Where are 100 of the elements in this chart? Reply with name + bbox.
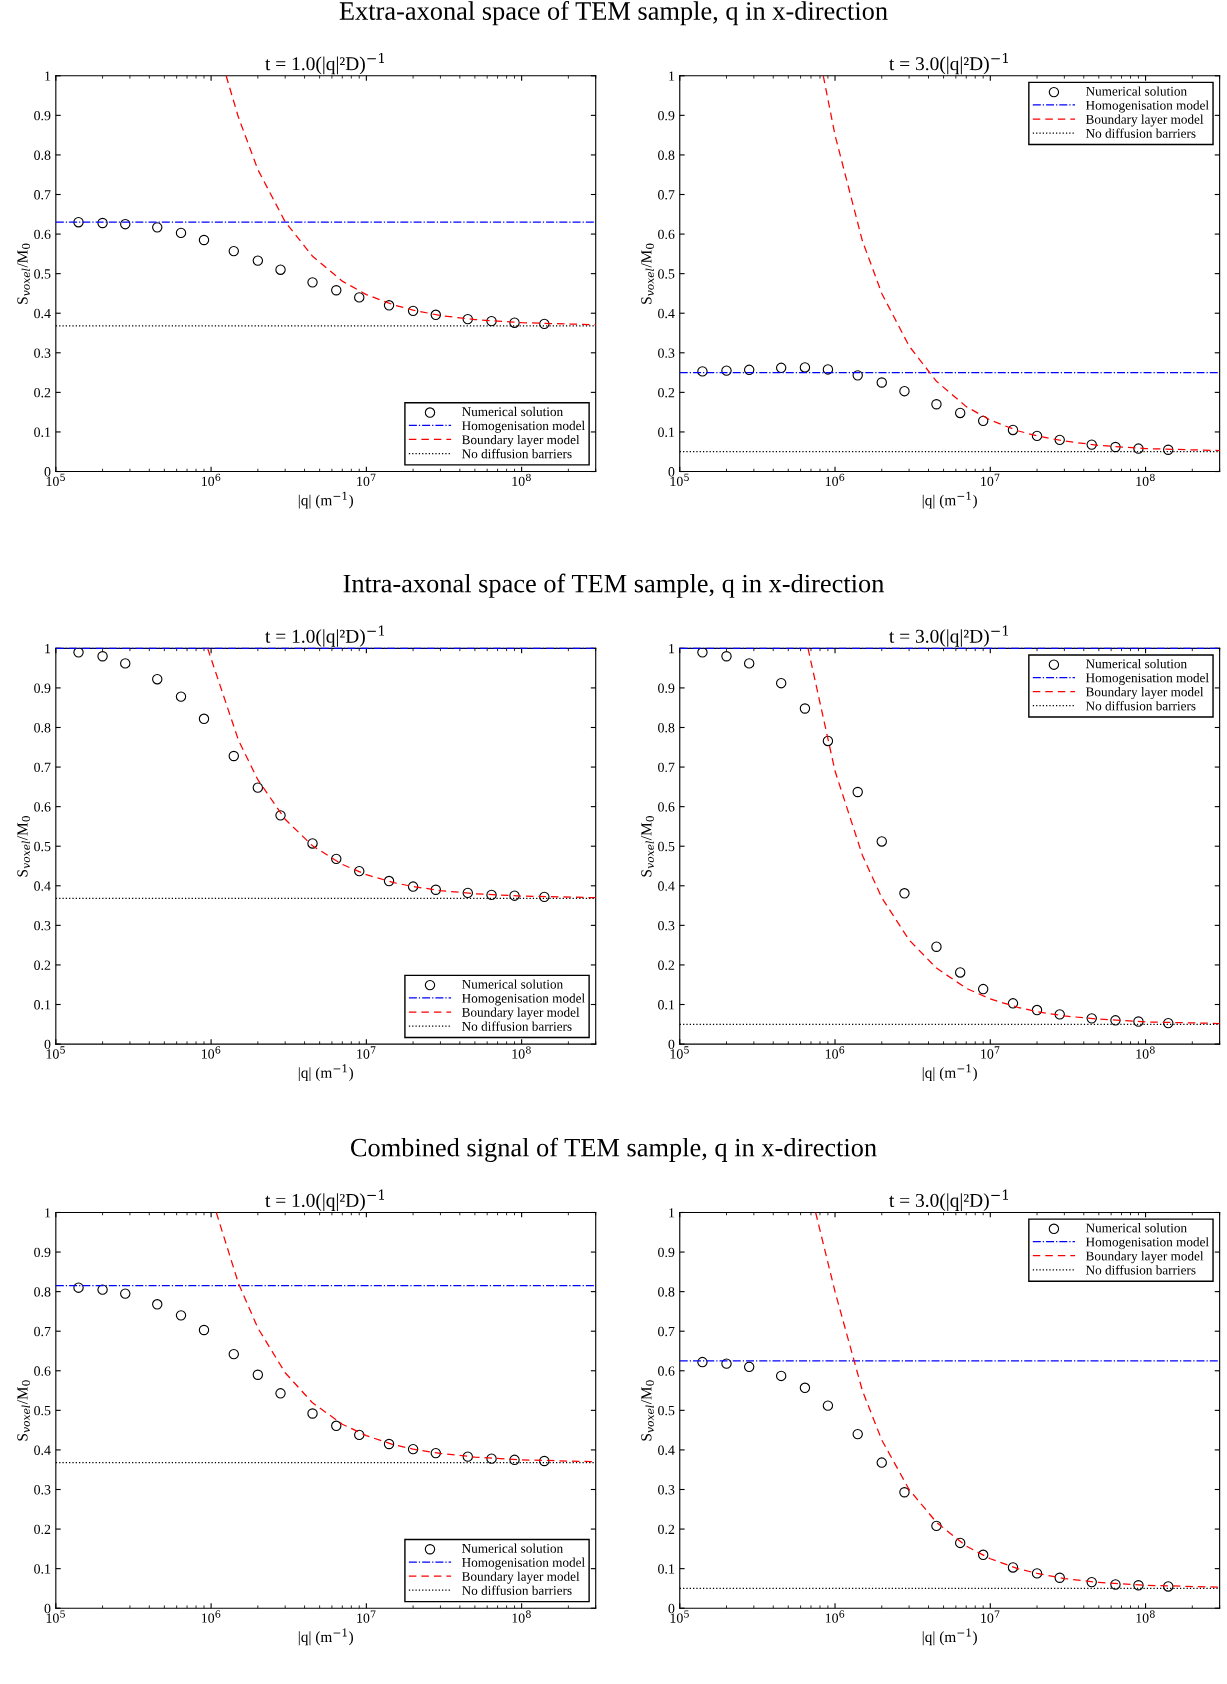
chart-subtitle: t = 3.0(|q|²D)$^{−1}$ — [889, 52, 1008, 75]
legend-label: Homogenisation model — [1085, 1237, 1209, 1250]
legend-label: No diffusion barriers — [1085, 1265, 1196, 1275]
x-tick-label: 10$^{7}$ — [981, 1046, 1000, 1059]
chart-subtitle: t = 3.0(|q|²D)$^{−1}$ — [889, 625, 1008, 647]
y-tick-label: 0.2 — [658, 1524, 675, 1535]
legend-label: Homogenisation model — [462, 420, 585, 433]
y-tick-label: 0.5 — [34, 269, 51, 279]
y-tick-label: 0.3 — [658, 348, 675, 358]
y-tick-label: 0.3 — [34, 1485, 51, 1495]
chart-subtitle: t = 1.0(|q|²D)$^{−1}$ — [265, 1189, 385, 1211]
legend-label: Boundary layer model — [1085, 114, 1204, 127]
x-tick-label: 10$^{6}$ — [825, 1610, 845, 1623]
x-tick-label: 10$^{8}$ — [512, 1046, 531, 1059]
y-tick-label: 0.8 — [658, 1287, 675, 1297]
y-tick-label: 0.9 — [658, 110, 675, 121]
y-tick-label: 0 — [668, 1603, 675, 1614]
y-tick-label: 0.5 — [658, 841, 675, 852]
legend-label: Numerical solution — [462, 406, 563, 417]
x-tick-label: 10$^{6}$ — [201, 473, 221, 487]
y-tick-label: 0.9 — [658, 683, 675, 693]
y-tick-label: 0.2 — [34, 387, 51, 398]
x-tick-label: 10$^{8}$ — [1136, 473, 1155, 487]
x-tick-label: 10$^{6}$ — [201, 1610, 221, 1623]
y-tick-label: 0.3 — [34, 920, 51, 931]
legend-label: Numerical solution — [1085, 1223, 1187, 1233]
y-tick-label: 0.2 — [34, 1524, 51, 1535]
legend-label: No diffusion barriers — [462, 1585, 572, 1595]
x-tick-label: 10$^{6}$ — [825, 473, 845, 487]
legend-label: Numerical solution — [462, 979, 563, 989]
y-axis-title: S$_{voxel}$/M$_{0}$ — [17, 243, 30, 304]
chart-title: Combined signal of TEM sample, q in x-direction — [350, 1137, 877, 1162]
y-tick-label: 0 — [44, 1039, 51, 1050]
y-tick-label: 0.7 — [34, 190, 51, 200]
x-axis-title: |q| (m$^{−1}$) — [922, 1064, 977, 1082]
y-tick-label: 0.5 — [34, 1405, 51, 1416]
y-tick-label: 0.8 — [658, 723, 675, 733]
y-tick-label: 0.4 — [34, 881, 51, 891]
y-tick-label: 0.4 — [658, 881, 675, 891]
legend-label: Homogenisation model — [1085, 100, 1209, 113]
legend-label: Numerical solution — [1085, 86, 1187, 96]
x-tick-label: 10$^{7}$ — [357, 1610, 376, 1623]
x-axis-title: |q| (m$^{−1}$) — [922, 491, 977, 509]
y-tick-label: 0.9 — [34, 110, 51, 121]
y-tick-label: 0 — [668, 467, 675, 477]
x-tick-label: 10$^{8}$ — [512, 473, 531, 487]
y-tick-label: 0.4 — [658, 1445, 675, 1455]
y-tick-label: 0.2 — [34, 960, 51, 970]
x-axis-title: |q| (m$^{−1}$) — [298, 1064, 353, 1082]
x-tick-label: 10$^{6}$ — [201, 1046, 221, 1059]
x-tick-label: 10$^{6}$ — [825, 1046, 845, 1059]
y-tick-label: 0 — [44, 1603, 51, 1614]
y-tick-label: 1 — [45, 71, 51, 81]
y-tick-label: 0.1 — [658, 427, 675, 437]
legend-label: Boundary layer model — [1085, 687, 1204, 700]
y-tick-label: 1 — [669, 1208, 675, 1218]
y-tick-label: 0.7 — [658, 762, 675, 773]
chart-title: Intra-axonal space of TEM sample, q in x-direction — [343, 573, 884, 598]
y-tick-label: 0.7 — [658, 190, 675, 200]
y-tick-label: 0.1 — [34, 1000, 51, 1010]
y-tick-label: 0.6 — [34, 229, 51, 240]
legend-label: Homogenisation model — [462, 993, 585, 1006]
legend-label: No diffusion barriers — [1085, 700, 1196, 711]
x-tick-label: 10$^{7}$ — [981, 1610, 1000, 1623]
y-axis-title: S$_{voxel}$/M$_{0}$ — [641, 243, 654, 304]
y-tick-label: 1 — [45, 1208, 51, 1218]
legend-label: No diffusion barriers — [462, 1021, 572, 1031]
chart-subtitle: t = 1.0(|q|²D)$^{−1}$ — [265, 625, 385, 647]
y-tick-label: 0.6 — [658, 229, 675, 240]
y-tick-label: 1 — [669, 643, 675, 654]
x-tick-label: 10$^{8}$ — [1136, 1046, 1155, 1059]
y-axis-title: S$_{voxel}$/M$_{0}$ — [641, 816, 654, 877]
legend-label: Boundary layer model — [462, 1571, 580, 1584]
x-tick-label: 10$^{7}$ — [981, 473, 1000, 487]
y-tick-label: 0.4 — [658, 308, 675, 319]
y-tick-label: 0.5 — [658, 1405, 675, 1416]
chart-title: Extra-axonal space of TEM sample, q in x-direction — [339, 1, 888, 26]
legend-label: No diffusion barriers — [1085, 128, 1196, 138]
y-tick-label: 0.3 — [34, 348, 51, 358]
x-tick-label: 10$^{7}$ — [357, 1046, 376, 1059]
y-tick-label: 0.4 — [34, 1445, 51, 1455]
x-axis-title: |q| (m$^{−1}$) — [922, 1628, 977, 1646]
x-axis-title: |q| (m$^{−1}$) — [298, 491, 353, 509]
y-tick-label: 0.2 — [658, 387, 675, 398]
y-tick-label: 0.8 — [658, 150, 675, 160]
y-tick-label: 0 — [668, 1039, 675, 1050]
y-tick-label: 0.8 — [34, 150, 51, 160]
y-tick-label: 1 — [669, 71, 675, 81]
legend-label: Numerical solution — [1085, 658, 1187, 669]
y-tick-label: 0.6 — [658, 802, 675, 812]
legend-label: Boundary layer model — [462, 434, 580, 447]
y-axis-title: S$_{voxel}$/M$_{0}$ — [641, 1380, 654, 1441]
y-tick-label: 0.1 — [658, 1000, 675, 1010]
x-tick-label: 10$^{8}$ — [512, 1610, 531, 1623]
y-tick-label: 0.3 — [658, 920, 675, 931]
y-tick-label: 0.5 — [34, 841, 51, 852]
y-tick-label: 0.6 — [34, 1366, 51, 1376]
legend-label: Boundary layer model — [462, 1007, 580, 1020]
y-tick-label: 0.3 — [658, 1485, 675, 1495]
x-tick-label: 10$^{8}$ — [1136, 1610, 1155, 1623]
